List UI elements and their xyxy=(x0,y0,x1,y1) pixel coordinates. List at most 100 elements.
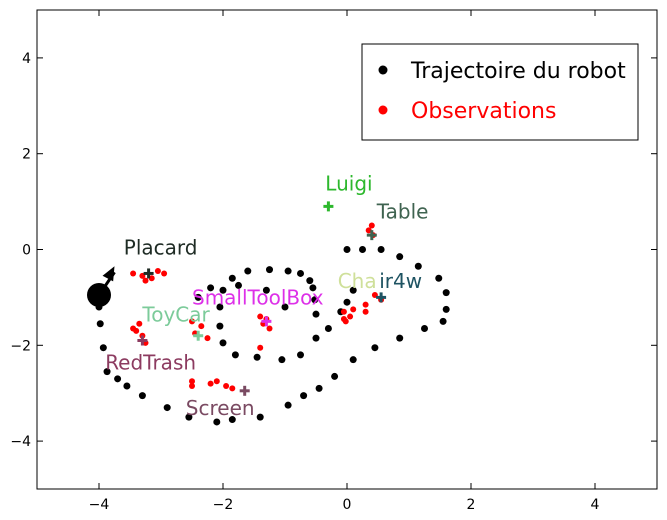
trajectory-point xyxy=(414,262,422,270)
observation-point xyxy=(347,313,354,320)
observation-point xyxy=(189,383,195,390)
observation-point xyxy=(362,301,369,308)
observation-point xyxy=(257,313,264,320)
observation-point xyxy=(133,327,140,334)
observation-point xyxy=(340,315,347,322)
annotation-label: Placard xyxy=(124,235,198,259)
trajectory-point xyxy=(266,266,273,274)
trajectory-point xyxy=(439,317,447,325)
x-tick-label: 2 xyxy=(467,497,476,513)
observation-point xyxy=(204,335,211,342)
object-marker-table xyxy=(366,230,377,241)
trajectory-point xyxy=(228,416,236,424)
trajectory-point xyxy=(312,334,320,342)
trajectory-point xyxy=(207,284,215,292)
axis-ticks: −4 −2 0 2 4 −4 −2 0 2 4 xyxy=(10,10,657,513)
trajectory-point xyxy=(396,253,404,261)
annotation-label: SmallToolBox xyxy=(192,286,324,310)
legend: Trajectoire du robot Observations xyxy=(361,43,639,141)
trajectory-point xyxy=(253,353,261,361)
x-tick-label: 0 xyxy=(343,497,352,513)
trajectory-point xyxy=(343,246,351,253)
trajectory-point xyxy=(349,286,357,294)
robot-marker xyxy=(87,266,116,308)
observation-point xyxy=(161,270,168,277)
trajectory-point xyxy=(309,284,317,292)
trajectory-point xyxy=(138,392,146,400)
trajectory-point xyxy=(216,322,224,330)
trajectory-point xyxy=(284,267,292,275)
object-marker-placard xyxy=(143,268,154,279)
trajectory-point xyxy=(123,382,131,390)
object-marker-chair4w xyxy=(376,292,387,303)
trajectory-point xyxy=(219,286,227,294)
trajectory-point xyxy=(213,418,221,426)
annotation-label: ToyCar xyxy=(141,302,210,326)
legend-marker xyxy=(378,105,388,115)
observation-point xyxy=(189,378,195,385)
trajectory-point xyxy=(262,286,270,294)
x-tick-label: 4 xyxy=(591,497,600,513)
trajectory-point xyxy=(311,296,319,304)
legend-marker xyxy=(378,65,388,75)
x-tick-label: −4 xyxy=(89,497,110,513)
y-tick-label: −4 xyxy=(10,434,31,450)
observation-point xyxy=(257,344,264,351)
y-tick-label: −2 xyxy=(10,338,31,354)
trajectory-point xyxy=(396,334,404,342)
trajectory-point xyxy=(103,368,111,376)
trajectory-point xyxy=(312,310,320,318)
observation-point xyxy=(148,275,155,282)
annotation-label: RedTrash xyxy=(105,350,196,374)
trajectory-point xyxy=(297,269,304,277)
observation-point xyxy=(362,308,369,315)
trajectory-point xyxy=(297,351,304,359)
trajectory-point xyxy=(349,356,357,364)
object-marker-toycar xyxy=(193,330,204,341)
trajectory-point xyxy=(185,413,193,421)
trajectory-point xyxy=(244,267,252,275)
observation-point xyxy=(142,277,149,284)
trajectory-series xyxy=(95,246,450,426)
annotation-label: Table xyxy=(376,199,429,223)
robot-heading-arrow xyxy=(102,266,115,282)
trajectory-point xyxy=(228,274,236,282)
observation-point xyxy=(154,268,161,275)
observation-point xyxy=(213,378,220,385)
trajectory-point xyxy=(300,392,308,400)
trajectory-point xyxy=(114,375,122,383)
trajectory-point xyxy=(359,246,366,253)
observation-point xyxy=(130,270,137,277)
object-marker-smalltoolbox xyxy=(261,316,272,327)
trajectory-point xyxy=(256,413,264,421)
trajectory-point xyxy=(324,325,332,333)
legend-label: Trajectoire du robot xyxy=(410,59,626,84)
legend-label: Observations xyxy=(411,99,556,124)
observation-point xyxy=(350,306,357,313)
observation-point xyxy=(207,380,214,387)
observation-point xyxy=(340,308,347,315)
trajectory-point xyxy=(343,298,351,306)
annotation-label: Luigi xyxy=(325,172,372,196)
observation-point xyxy=(198,323,205,330)
y-tick-label: 4 xyxy=(22,51,31,67)
trajectory-point xyxy=(435,274,443,282)
object-marker-luigi xyxy=(323,201,334,212)
trajectory-point xyxy=(219,339,227,347)
trajectory-point xyxy=(216,303,224,311)
observation-point xyxy=(229,385,236,392)
x-tick-label: −2 xyxy=(213,497,234,513)
trajectory-point xyxy=(315,384,323,392)
trajectory-point xyxy=(99,344,107,352)
observation-point xyxy=(189,318,195,325)
trajectory-point xyxy=(231,351,239,359)
trajectory-point xyxy=(371,344,379,352)
object-markers xyxy=(137,201,387,396)
annotation-label: Cha xyxy=(338,269,377,293)
trajectory-point xyxy=(194,293,202,301)
annotation-label: ir4w xyxy=(379,269,422,293)
object-marker-redtrash xyxy=(137,335,148,346)
trajectory-point xyxy=(96,320,104,328)
legend-box xyxy=(361,43,639,141)
